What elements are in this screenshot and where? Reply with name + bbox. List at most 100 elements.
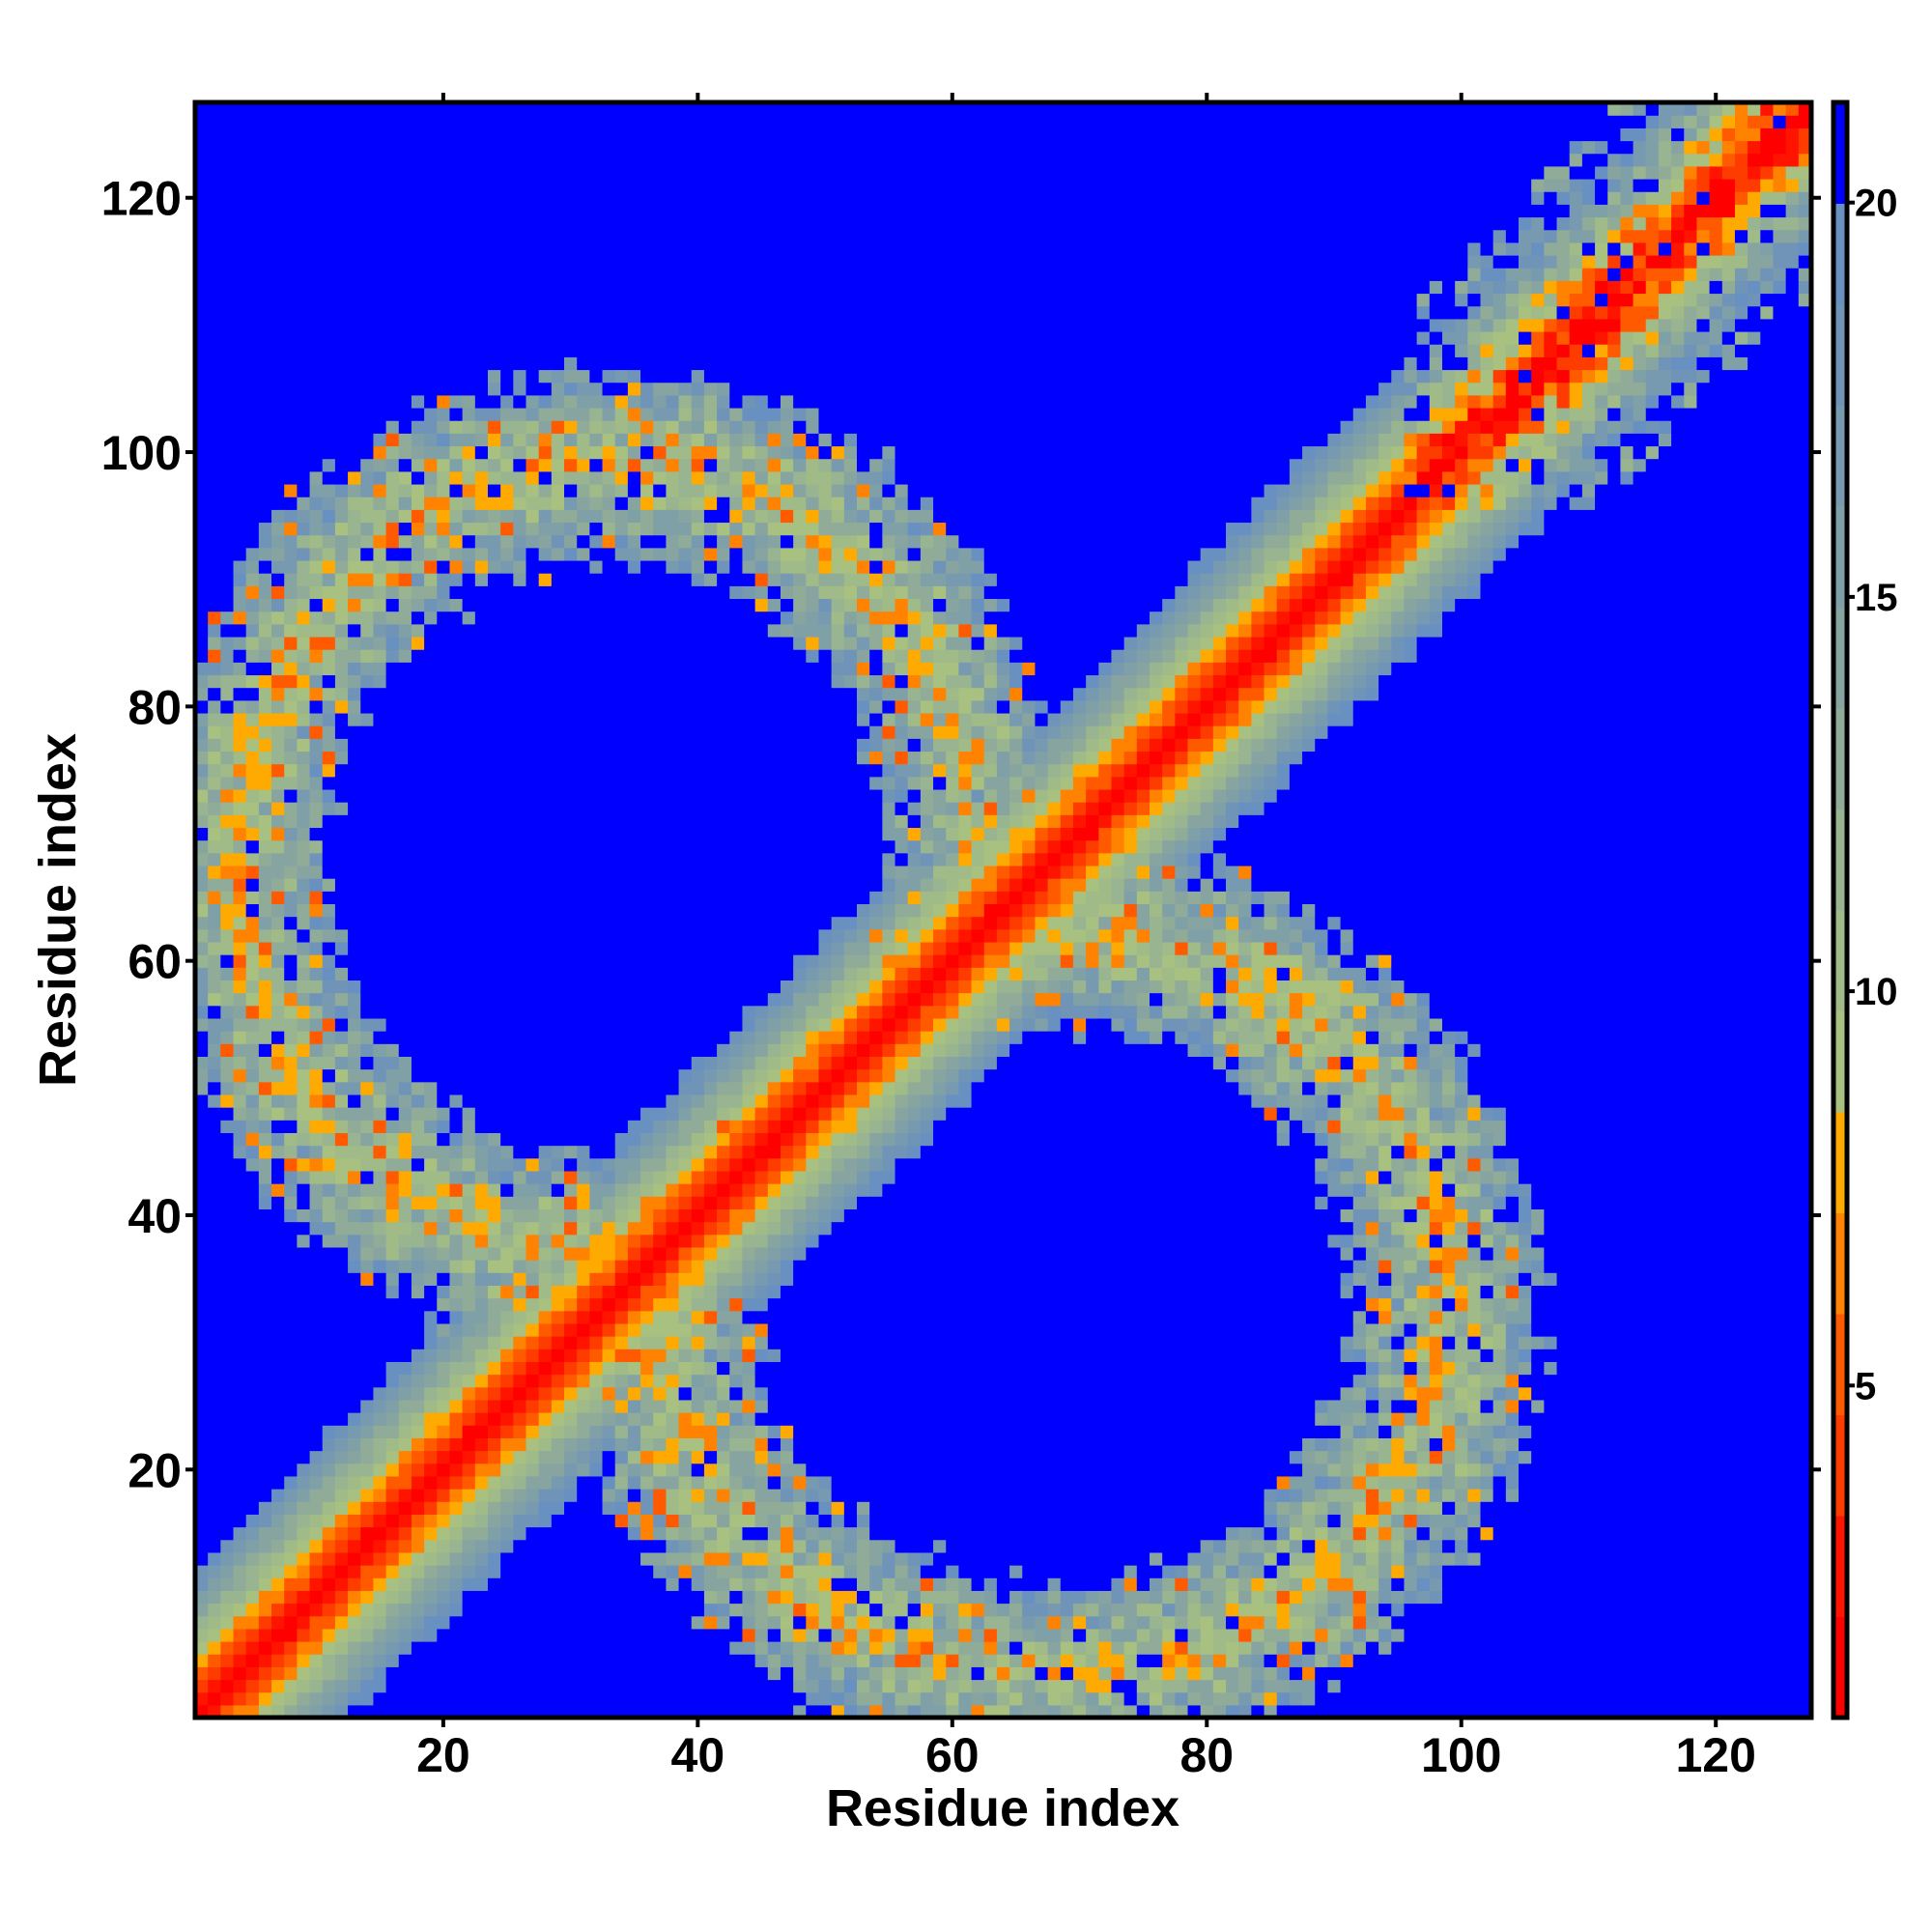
heatmap-cell — [398, 776, 412, 790]
heatmap-cell — [334, 204, 349, 218]
heatmap-cell — [309, 344, 324, 357]
heatmap-cell — [614, 254, 629, 269]
heatmap-cell — [653, 839, 668, 854]
heatmap-cell — [373, 1551, 387, 1566]
heatmap-cell — [449, 470, 464, 485]
heatmap-cell — [208, 382, 221, 396]
heatmap-cell — [258, 1310, 272, 1324]
heatmap-cell — [678, 1603, 693, 1617]
heatmap-cell — [195, 1005, 209, 1019]
heatmap-cell — [474, 1132, 489, 1147]
heatmap-cell — [322, 420, 336, 434]
heatmap-cell — [449, 242, 464, 256]
heatmap-cell — [526, 865, 540, 879]
heatmap-cell — [449, 1081, 464, 1095]
heatmap-cell — [334, 1068, 349, 1083]
heatmap-cell — [526, 242, 540, 256]
heatmap-cell — [348, 662, 361, 676]
heatmap-cell — [271, 1565, 285, 1578]
heatmap-cell — [513, 980, 527, 994]
heatmap-cell — [348, 839, 361, 854]
heatmap-cell — [538, 165, 553, 180]
heatmap-cell — [500, 1501, 514, 1515]
heatmap-cell — [513, 712, 527, 726]
heatmap-cell — [602, 802, 616, 815]
heatmap-cell — [411, 1450, 425, 1464]
heatmap-cell — [513, 1603, 527, 1617]
heatmap-cell — [424, 128, 438, 142]
heatmap-cell — [653, 344, 668, 357]
heatmap-cell — [398, 649, 412, 663]
heatmap-cell — [245, 1539, 260, 1553]
heatmap-cell — [589, 268, 604, 281]
heatmap-cell — [640, 1310, 654, 1324]
heatmap-cell — [449, 1361, 464, 1376]
heatmap-cell — [551, 1056, 565, 1070]
heatmap-cell — [437, 865, 451, 879]
heatmap-cell — [640, 1246, 654, 1261]
heatmap-cell — [538, 967, 553, 981]
heatmap-cell — [309, 725, 324, 739]
heatmap-cell — [551, 751, 565, 765]
heatmap-cell — [424, 751, 438, 765]
heatmap-cell — [233, 1691, 247, 1706]
heatmap-cell — [411, 674, 425, 689]
heatmap-cell — [449, 1551, 464, 1566]
heatmap-cell — [258, 814, 272, 829]
heatmap-cell — [627, 1260, 641, 1273]
heatmap-cell — [309, 687, 324, 701]
heatmap-cell — [258, 382, 272, 396]
heatmap-cell — [487, 1170, 501, 1184]
heatmap-cell — [627, 1297, 641, 1312]
heatmap-cell — [258, 1654, 272, 1667]
heatmap-cell — [271, 1145, 285, 1159]
heatmap-cell — [653, 1654, 668, 1667]
heatmap-cell — [437, 1017, 451, 1032]
heatmap-cell — [437, 1196, 451, 1209]
heatmap-cell — [233, 662, 247, 676]
heatmap-cell — [678, 598, 693, 612]
heatmap-cell — [437, 636, 451, 650]
heatmap-cell — [678, 1450, 693, 1464]
heatmap-cell — [297, 827, 311, 841]
heatmap-cell — [589, 573, 604, 586]
heatmap-cell — [411, 344, 425, 357]
heatmap-cell — [666, 128, 680, 142]
heatmap-cell — [449, 140, 464, 155]
heatmap-cell — [487, 865, 501, 879]
heatmap-cell — [398, 369, 412, 384]
heatmap-cell — [398, 1170, 412, 1184]
heatmap-cell — [474, 738, 489, 753]
heatmap-cell — [398, 1691, 412, 1706]
heatmap-cell — [666, 839, 680, 854]
heatmap-cell — [385, 509, 400, 524]
heatmap-cell — [526, 318, 540, 332]
heatmap-cell — [577, 1272, 590, 1286]
heatmap-cell — [653, 611, 668, 625]
heatmap-cell — [551, 242, 565, 256]
heatmap-cell — [334, 788, 349, 803]
heatmap-cell — [424, 1641, 438, 1655]
heatmap-cell — [411, 1565, 425, 1578]
heatmap-cell — [551, 356, 565, 371]
heatmap-cell — [348, 623, 361, 638]
heatmap-cell — [589, 814, 604, 829]
heatmap-cell — [297, 254, 311, 269]
heatmap-cell — [449, 674, 464, 689]
heatmap-cell — [513, 1463, 527, 1477]
heatmap-cell — [195, 1157, 209, 1172]
heatmap-cell — [411, 305, 425, 320]
heatmap-cell — [195, 1526, 209, 1541]
heatmap-cell — [449, 751, 464, 765]
heatmap-cell — [653, 1463, 668, 1477]
heatmap-cell — [411, 1501, 425, 1515]
heatmap-cell — [500, 242, 514, 256]
heatmap-cell — [653, 1374, 668, 1388]
heatmap-cell — [640, 1666, 654, 1681]
heatmap-cell — [220, 1412, 235, 1426]
heatmap-cell — [195, 1043, 209, 1058]
heatmap-cell — [373, 839, 387, 854]
heatmap-cell — [462, 916, 476, 930]
heatmap-cell — [462, 242, 476, 256]
heatmap-cell — [474, 903, 489, 918]
